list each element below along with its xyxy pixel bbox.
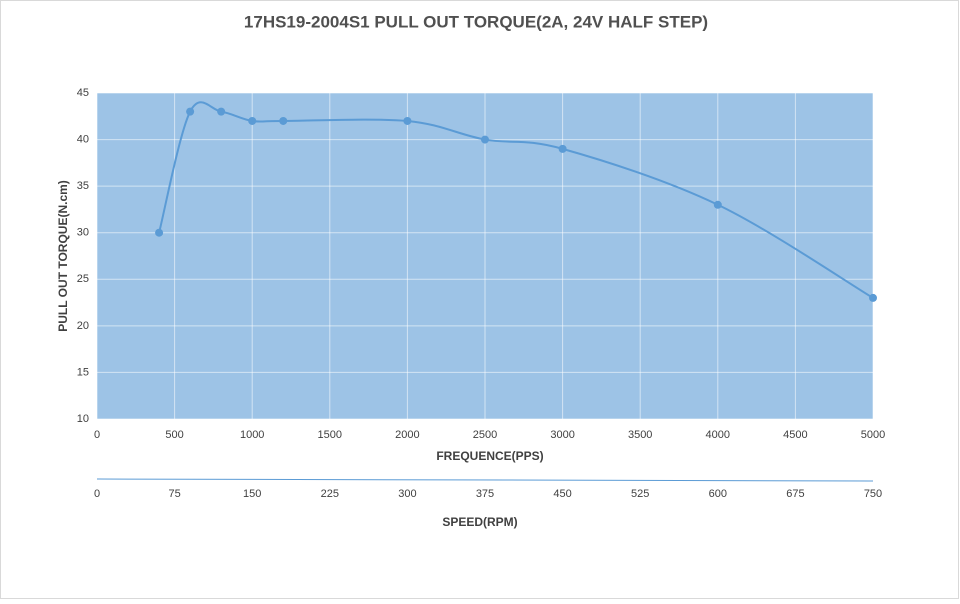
point (713, 200, 722, 209)
x-tick-label: 4500 (783, 429, 807, 441)
x2-tick-label: 300 (398, 488, 416, 500)
point (869, 293, 877, 302)
x2-tick-label: 375 (476, 488, 494, 500)
y-tick-label: 45 (77, 87, 89, 99)
y-tick-label: 30 (77, 227, 89, 239)
x-tick-label: 2500 (473, 429, 497, 441)
x-tick-label: 3500 (628, 429, 652, 441)
point (248, 116, 257, 125)
x-tick-label: 2000 (395, 429, 419, 441)
y-tick-label: 25 (77, 273, 89, 285)
x-tick-label: 0 (94, 429, 100, 441)
point (155, 228, 164, 237)
point (186, 107, 195, 116)
y-tick-label: 20 (77, 320, 89, 332)
x2-axis-title: SPEED(RPM) (442, 515, 517, 529)
y-axis-title: PULL OUT TORQUE(N.cm) (56, 180, 70, 332)
y-tick-label: 40 (77, 133, 89, 145)
x2-tick-label: 0 (94, 488, 100, 500)
x-tick-label: 4000 (706, 429, 730, 441)
x-tick-label: 1000 (240, 429, 264, 441)
x-tick-label: 5000 (861, 429, 885, 441)
y-tick-label: 35 (77, 180, 89, 192)
x2-axis-line (96, 478, 874, 482)
x-tick-label: 1500 (318, 429, 342, 441)
x2-tick-label: 525 (631, 488, 649, 500)
x2-tick-label: 600 (709, 488, 727, 500)
y-tick-label: 10 (77, 413, 89, 425)
x2-tick-label: 150 (243, 488, 261, 500)
point (279, 116, 288, 125)
x-tick-label: 500 (165, 429, 183, 441)
line (158, 101, 874, 299)
x2-tick-label: 225 (321, 488, 339, 500)
chart-title: 17HS19-2004S1 PULL OUT TORQUE(2A, 24V HA… (244, 12, 708, 31)
point (217, 107, 226, 116)
point (481, 135, 489, 144)
y-tick-label: 15 (77, 366, 89, 378)
x2-tick-label: 450 (553, 488, 571, 500)
point (403, 116, 412, 125)
point (558, 144, 567, 153)
x2-tick-label: 675 (786, 488, 804, 500)
x2-tick-label: 750 (864, 488, 882, 500)
x2-tick-label: 75 (168, 488, 180, 500)
x-tick-label: 3000 (550, 429, 574, 441)
x-axis-title: FREQUENCE(PPS) (436, 449, 543, 463)
